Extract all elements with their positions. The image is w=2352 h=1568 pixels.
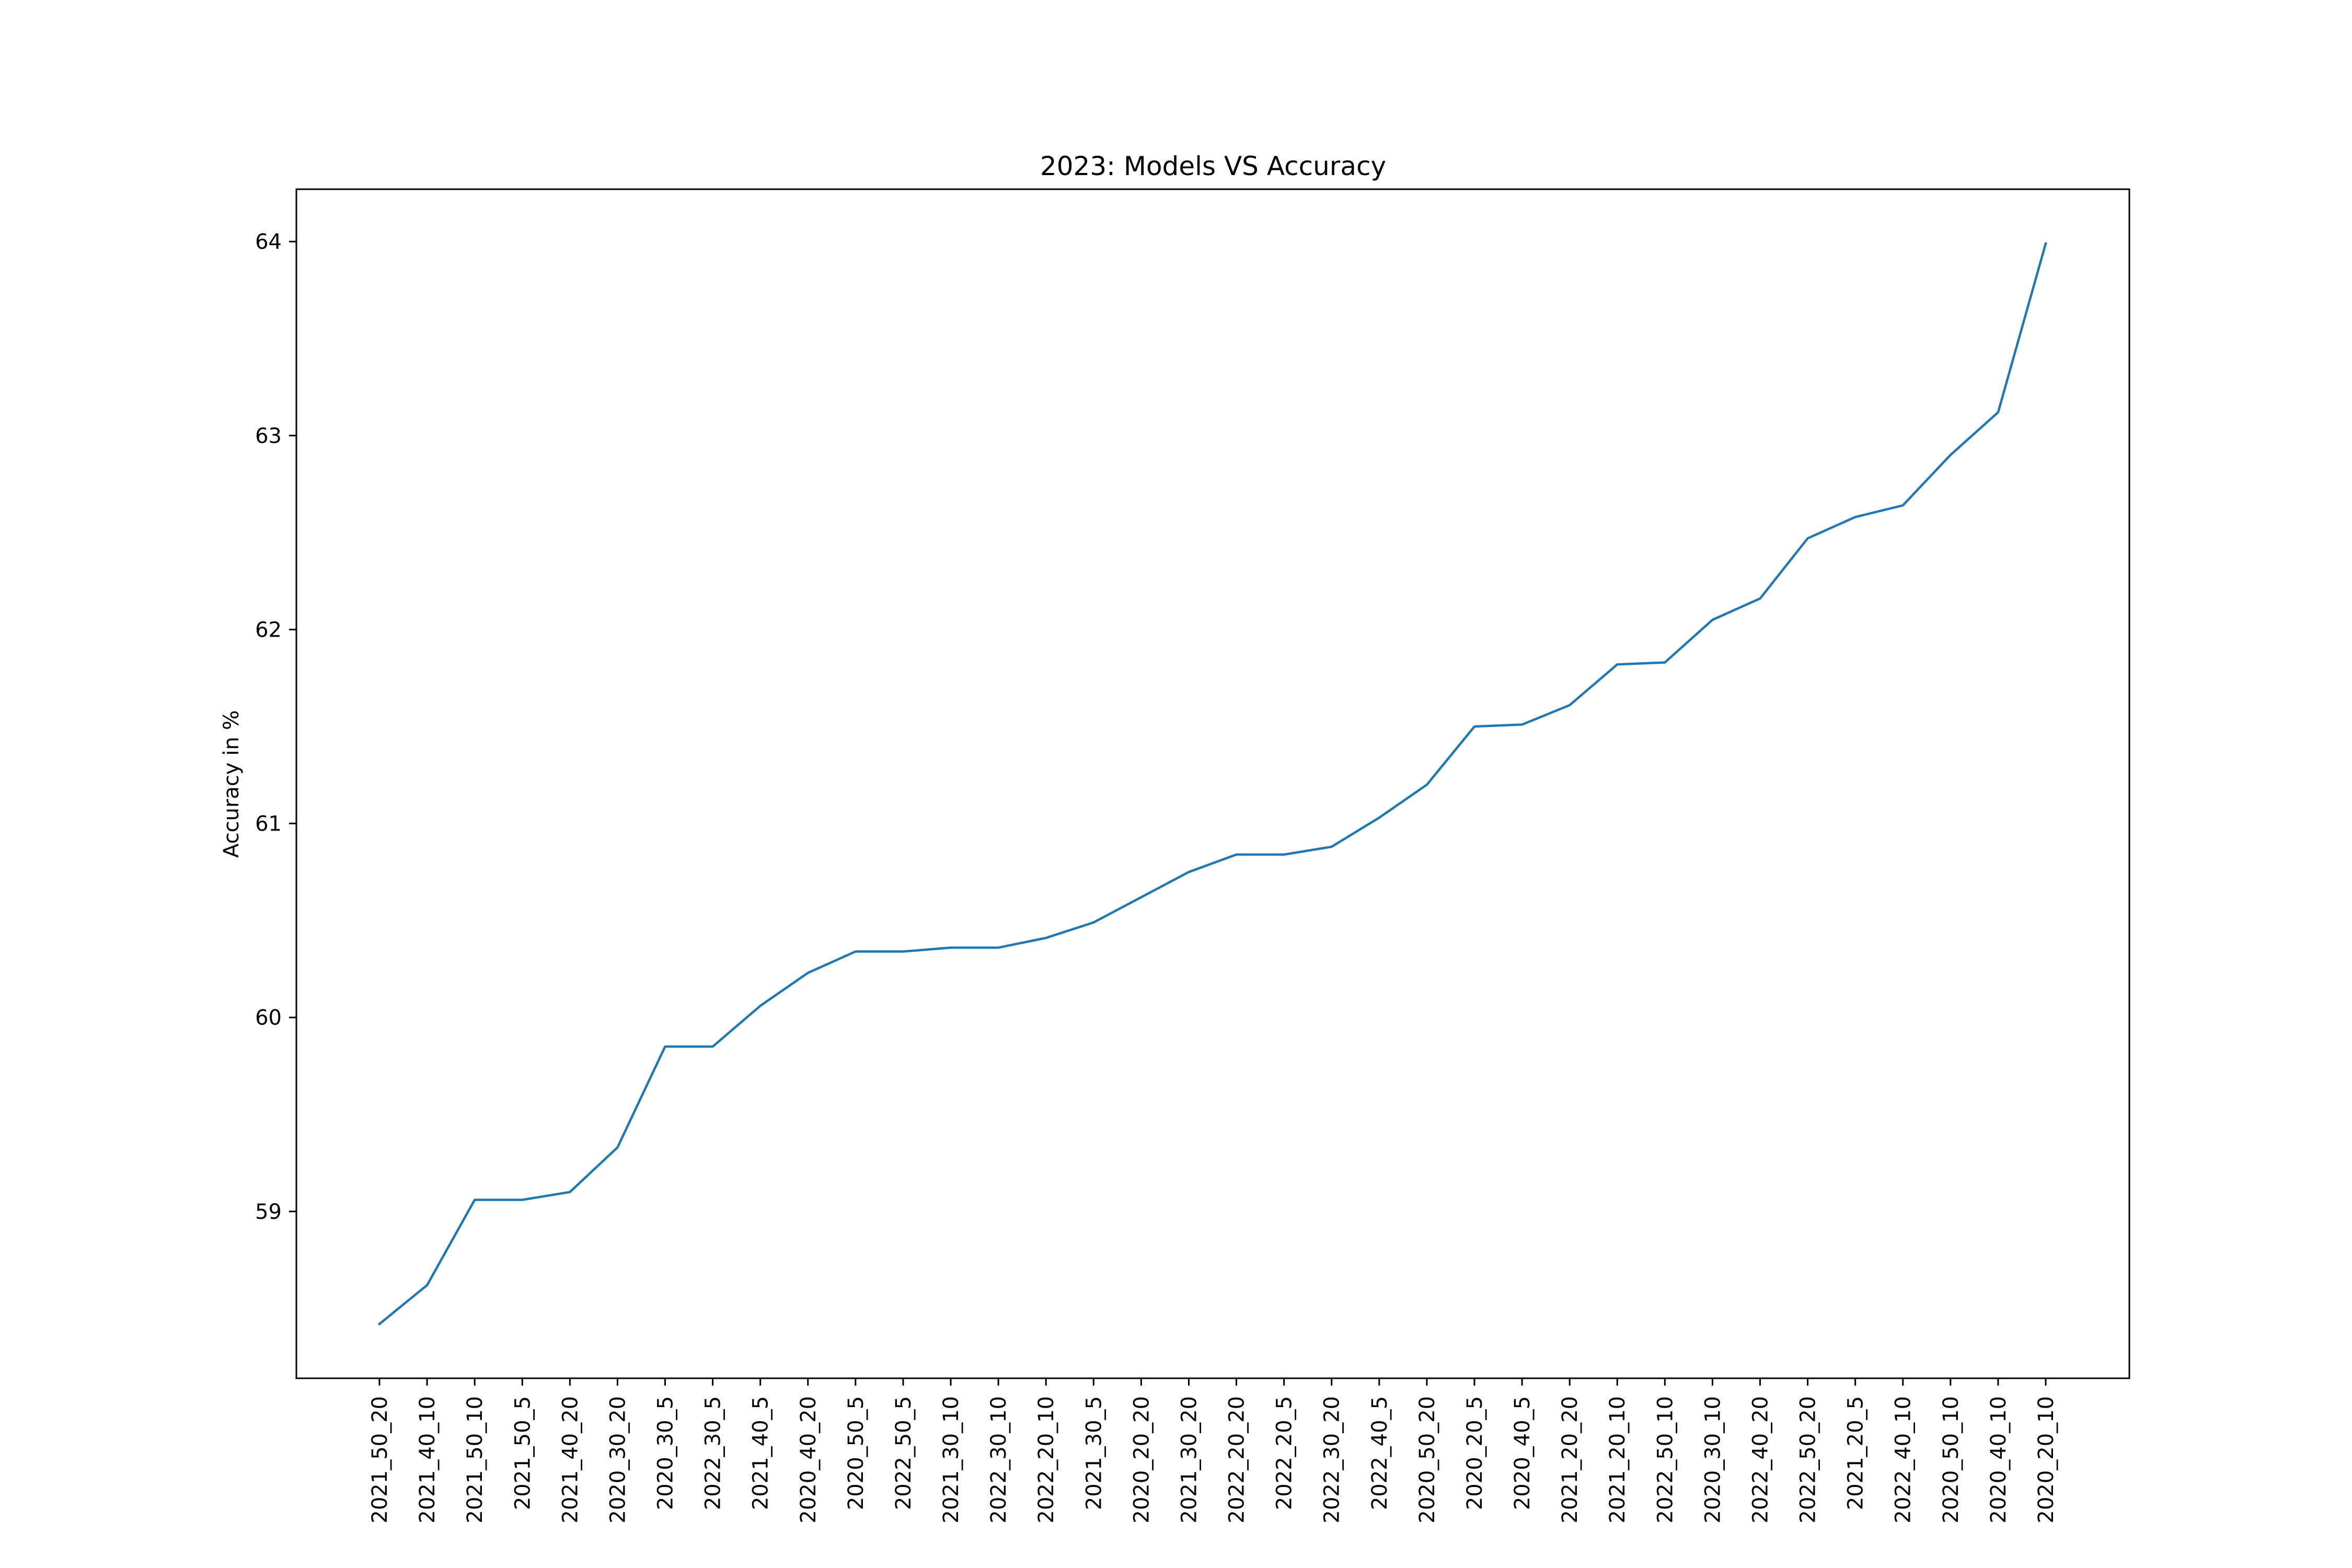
data-point: [1235, 853, 1238, 856]
x-tick-label: 2022_50_10: [1653, 1396, 1677, 1524]
x-tick-label: 2020_50_20: [1415, 1396, 1439, 1524]
y-tick-label: 64: [255, 230, 282, 254]
data-point: [1616, 663, 1619, 666]
plot-lines: [377, 242, 2047, 1326]
data-point: [1044, 937, 1047, 940]
data-point: [759, 1004, 762, 1007]
x-tick-label: 2022_30_5: [701, 1396, 725, 1510]
data-point: [1758, 597, 1761, 600]
data-point: [1330, 845, 1333, 848]
data-point: [664, 1045, 667, 1048]
x-tick-label: 2021_30_20: [1177, 1396, 1201, 1524]
x-tick-label: 2020_40_20: [797, 1396, 821, 1524]
x-tick-label: 2021_30_10: [939, 1396, 963, 1524]
x-tick-label: 2021_20_5: [1844, 1396, 1868, 1510]
x-tick-label: 2021_40_10: [416, 1396, 440, 1524]
x-tick-label: 2022_30_20: [1320, 1396, 1344, 1524]
x-tick-label: 2020_50_10: [1939, 1396, 1963, 1524]
x-tick-label: 2020_40_10: [1987, 1396, 2011, 1524]
y-axis-ticks: 59 60 61 62 63 64: [255, 230, 296, 1224]
data-point: [1854, 515, 1857, 518]
x-tick-label: 2021_40_20: [558, 1396, 582, 1524]
data-point: [1092, 921, 1095, 924]
x-tick-label: 2022_50_5: [892, 1396, 916, 1510]
y-tick-label: 61: [255, 812, 282, 836]
x-tick-label: 2021_30_5: [1082, 1396, 1106, 1510]
x-axis-ticks: 2021_50_20 2021_40_10 2021_50_10 2021_50_5 2…: [368, 1378, 2058, 1524]
data-point: [378, 1322, 381, 1325]
x-tick-label: 2020_30_10: [1701, 1396, 1725, 1524]
data-point: [902, 950, 905, 953]
y-tick-label: 60: [255, 1006, 282, 1030]
data-point: [1378, 816, 1381, 819]
x-tick-label: 2021_20_10: [1606, 1396, 1630, 1524]
data-point: [1997, 411, 2000, 414]
y-tick-label: 62: [255, 618, 282, 642]
x-tick-label: 2020_20_10: [2034, 1396, 2058, 1524]
x-tick-label: 2022_30_10: [987, 1396, 1011, 1524]
data-point: [1139, 896, 1143, 899]
data-point: [1283, 853, 1286, 856]
y-tick-label: 59: [255, 1200, 282, 1224]
x-tick-label: 2022_20_20: [1225, 1396, 1249, 1524]
x-tick-label: 2022_40_5: [1368, 1396, 1392, 1510]
x-tick-label: 2020_20_5: [1463, 1396, 1487, 1510]
data-point: [1806, 537, 1809, 540]
data-point: [1901, 504, 1905, 507]
x-tick-label: 2021_50_20: [368, 1396, 392, 1524]
data-point: [711, 1045, 714, 1048]
data-point: [616, 1146, 619, 1149]
x-tick-label: 2021_50_5: [511, 1396, 535, 1510]
series-line: [377, 242, 2047, 1326]
chart-title: 2023: Models VS Accuracy: [1040, 151, 1386, 181]
data-point: [1425, 783, 1428, 786]
x-tick-label: 2022_50_20: [1796, 1396, 1820, 1524]
data-point: [521, 1198, 524, 1202]
data-point: [1187, 870, 1190, 873]
x-tick-label: 2020_50_5: [844, 1396, 868, 1510]
x-tick-label: 2020_20_20: [1129, 1396, 1154, 1524]
y-axis-label: Accuracy in %: [220, 710, 244, 858]
data-point: [1520, 723, 1524, 726]
x-tick-label: 2021_20_20: [1558, 1396, 1582, 1524]
data-point: [997, 946, 1000, 949]
data-point: [1473, 725, 1476, 728]
data-point: [806, 971, 810, 974]
data-point: [854, 950, 857, 953]
data-point: [1949, 453, 1952, 456]
y-tick-label: 63: [255, 424, 282, 448]
data-point: [1663, 661, 1666, 664]
x-tick-label: 2021_40_5: [749, 1396, 773, 1510]
x-tick-label: 2020_40_5: [1511, 1396, 1535, 1510]
data-point: [1568, 704, 1571, 707]
x-tick-label: 2022_40_20: [1748, 1396, 1772, 1524]
x-tick-label: 2020_30_5: [654, 1396, 678, 1510]
data-point: [2044, 242, 2047, 245]
x-tick-label: 2022_20_10: [1034, 1396, 1058, 1524]
data-point: [425, 1284, 429, 1287]
data-point: [1711, 618, 1714, 621]
data-point: [473, 1198, 476, 1202]
plot-frame: [295, 188, 2130, 1379]
x-tick-label: 2021_50_10: [463, 1396, 487, 1524]
x-tick-label: 2022_20_5: [1273, 1396, 1297, 1510]
data-point: [949, 946, 952, 949]
x-tick-label: 2022_40_10: [1892, 1396, 1916, 1524]
x-tick-label: 2020_30_20: [606, 1396, 630, 1524]
data-point: [568, 1191, 571, 1194]
